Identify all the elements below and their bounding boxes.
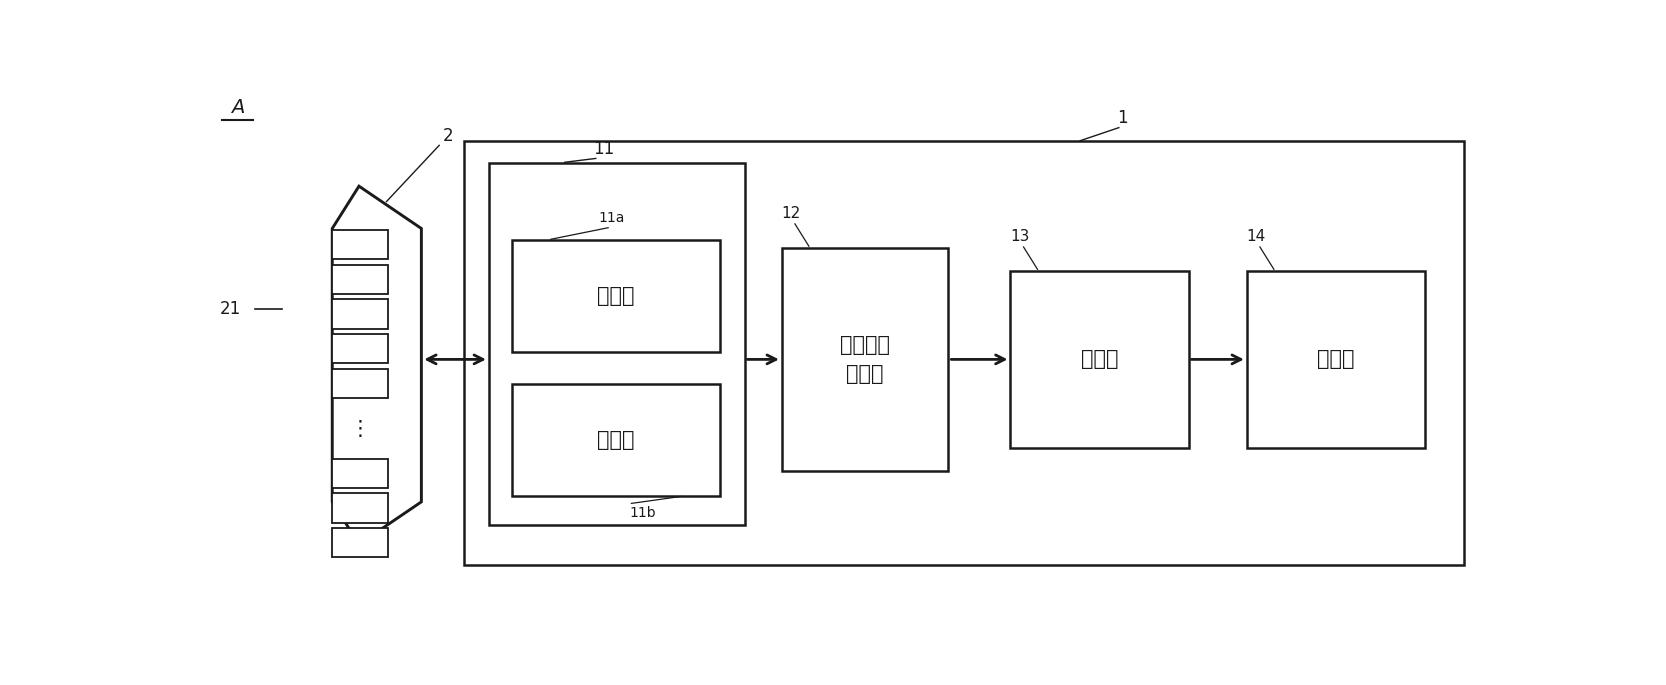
- Bar: [1010, 271, 1188, 448]
- Text: 11: 11: [593, 140, 615, 158]
- Text: 通知部: 通知部: [1318, 349, 1354, 369]
- Text: 断层图像
生成部: 断层图像 生成部: [840, 334, 890, 384]
- Bar: [511, 384, 720, 496]
- Bar: [781, 248, 948, 471]
- Text: 2: 2: [443, 127, 453, 145]
- Text: 12: 12: [781, 206, 801, 221]
- Text: 发送部: 发送部: [596, 286, 635, 306]
- Text: ⋮: ⋮: [350, 419, 370, 438]
- Text: 11b: 11b: [630, 506, 656, 520]
- Text: 接收部: 接收部: [596, 430, 635, 450]
- Text: 14: 14: [1246, 229, 1266, 244]
- Bar: [332, 528, 388, 558]
- Text: 13: 13: [1010, 229, 1030, 244]
- Bar: [332, 334, 388, 363]
- Text: 1: 1: [1118, 110, 1128, 127]
- Bar: [1246, 271, 1424, 448]
- Text: 评价部: 评价部: [1081, 349, 1118, 369]
- Bar: [488, 163, 745, 525]
- Bar: [332, 230, 388, 260]
- Bar: [332, 459, 388, 488]
- Text: 11a: 11a: [598, 212, 625, 225]
- Bar: [332, 299, 388, 329]
- Text: 21: 21: [220, 300, 240, 319]
- Bar: [332, 493, 388, 523]
- Polygon shape: [332, 186, 421, 544]
- Bar: [511, 240, 720, 351]
- Bar: [465, 142, 1464, 565]
- Bar: [332, 369, 388, 398]
- Text: A: A: [232, 98, 245, 117]
- Bar: [332, 264, 388, 294]
